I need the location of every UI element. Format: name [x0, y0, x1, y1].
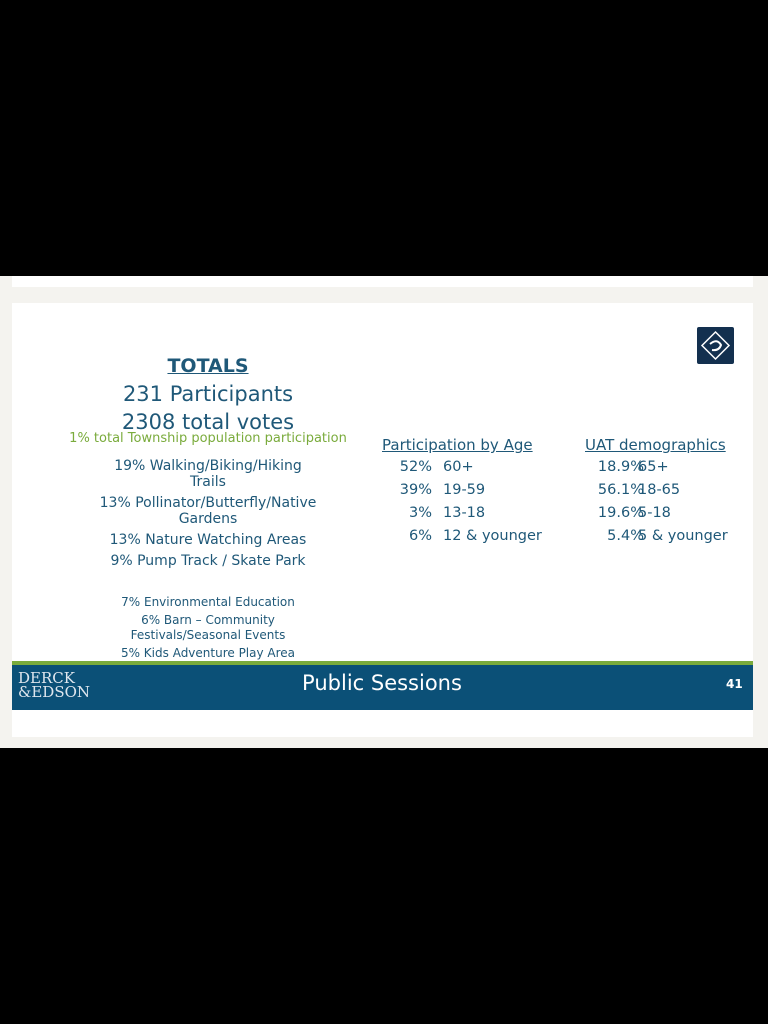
- vote-item: Gardens: [178, 511, 238, 527]
- vote-item-minor: 5% Kids Adventure Play Area: [120, 646, 296, 660]
- uat-heading: UAT demographics: [585, 436, 726, 454]
- age-range: 60+: [443, 459, 474, 475]
- age-percent: 3%: [408, 505, 432, 521]
- age-heading: Participation by Age: [382, 436, 533, 454]
- slide-viewer: TOTALS 231 Participants 2308 total votes…: [0, 276, 768, 748]
- vote-item: 19% Walking/Biking/Hiking: [114, 458, 302, 474]
- age-range: 13-18: [443, 505, 486, 521]
- derck-edson-logo: DERCK &EDSON: [18, 669, 91, 701]
- age-percent: 39%: [399, 482, 432, 498]
- uat-percent: 5.4%: [607, 528, 644, 544]
- footer-title: Public Sessions: [302, 671, 462, 695]
- age-range: 19-59: [443, 482, 486, 498]
- age-range: 12 & younger: [443, 528, 542, 544]
- participants-count: 231 Participants: [122, 382, 294, 406]
- uat-range: 18-65: [638, 482, 681, 498]
- previous-slide-edge[interactable]: [12, 276, 753, 287]
- uat-percent: 56.1%: [597, 482, 644, 498]
- uat-range: 65+: [638, 459, 669, 475]
- population-note: 1% total Township population participati…: [69, 431, 347, 446]
- uat-percent: 18.9%: [597, 459, 644, 475]
- vote-item-minor: Festivals/Seasonal Events: [130, 628, 286, 642]
- vote-item: 9% Pump Track / Skate Park: [110, 553, 306, 569]
- totals-heading: TOTALS: [167, 355, 249, 377]
- age-percent: 6%: [408, 528, 432, 544]
- vote-item-minor: 7% Environmental Education: [121, 595, 295, 609]
- uat-range: 5-18: [638, 505, 671, 521]
- slide-footer: DERCK &EDSON Public Sessions 41: [12, 661, 753, 710]
- uat-percent: 19.6%: [597, 505, 644, 521]
- vote-item-minor: 6% Barn – Community: [141, 613, 275, 627]
- page-number: 41: [726, 677, 743, 691]
- map-badge-logo: [697, 327, 734, 364]
- vote-item: 13% Pollinator/Butterfly/Native: [99, 495, 317, 511]
- age-percent: 52%: [399, 459, 432, 475]
- uat-range: 5 & younger: [638, 528, 728, 544]
- vote-item: Trails: [190, 474, 226, 490]
- total-votes: 2308 total votes: [121, 410, 295, 434]
- vote-item: 13% Nature Watching Areas: [109, 532, 307, 548]
